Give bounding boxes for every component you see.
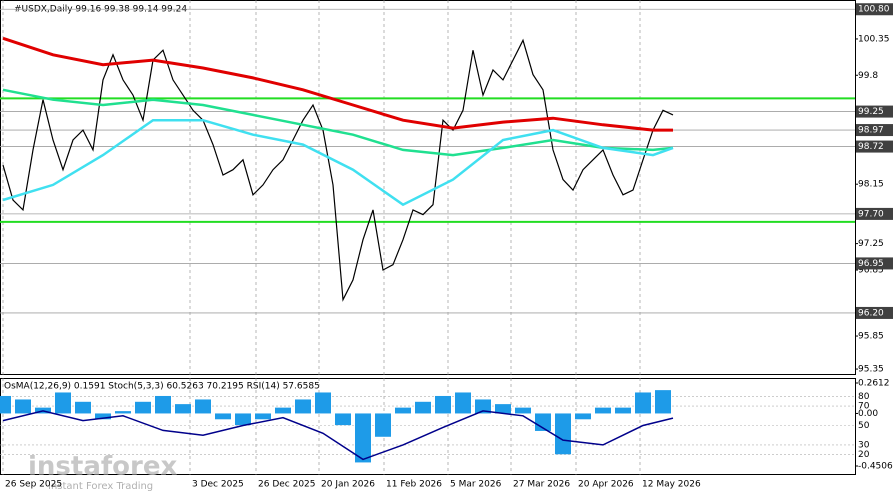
y2-tick-label: 30 xyxy=(858,440,870,450)
x-tick-label: 11 Feb 2026 xyxy=(386,480,442,490)
main-panel xyxy=(0,0,856,375)
level-label-bg xyxy=(856,124,893,137)
osma-bar xyxy=(595,407,611,414)
osma-bar xyxy=(615,407,631,414)
osma-bar xyxy=(275,407,291,414)
x-tick-label: 26 Dec 2025 xyxy=(258,480,316,490)
x-tick-label: 5 Mar 2026 xyxy=(450,480,502,490)
y-tick-label: 0.2612 xyxy=(858,379,890,389)
y2-tick-label: 80 xyxy=(858,392,870,402)
y-tick-label: 95.85 xyxy=(858,332,884,342)
series-line xyxy=(2,36,673,132)
osma-bar xyxy=(355,413,371,463)
level-label-bg xyxy=(856,306,893,319)
level-label-bg xyxy=(856,207,893,220)
osma-bar xyxy=(55,392,71,414)
series-line xyxy=(2,38,674,302)
y-tick-label: 95.35 xyxy=(858,365,884,375)
level-label: 97.70 xyxy=(858,209,884,219)
osma-bar xyxy=(215,413,231,420)
x-tick-label: 20 Jan 2026 xyxy=(321,480,375,490)
osma-bar xyxy=(175,404,191,414)
x-tick-label: 3 Dec 2025 xyxy=(192,480,244,490)
osma-bar xyxy=(75,401,91,414)
level-label: 96.20 xyxy=(858,308,884,318)
osma-bar xyxy=(375,413,391,437)
osma-bar xyxy=(235,413,251,426)
osma-bar xyxy=(115,411,131,414)
series-line xyxy=(2,118,674,207)
osma-bar xyxy=(455,392,471,414)
x-tick-label: 20 Apr 2026 xyxy=(578,480,634,490)
level-label-bg xyxy=(856,3,893,16)
x-tick-label: 12 May 2026 xyxy=(642,480,701,490)
osma-bar xyxy=(515,407,531,414)
osma-bar xyxy=(635,392,651,414)
y-tick-label: 99.8 xyxy=(858,71,878,81)
osma-bar xyxy=(0,395,11,414)
watermark-tagline: Instant Forex Trading xyxy=(48,481,153,492)
osma-bar xyxy=(335,413,351,426)
osma-bar xyxy=(155,395,171,414)
osma-bar xyxy=(555,413,571,455)
y-tick-label: 97.25 xyxy=(858,239,884,249)
osma-bar xyxy=(315,392,331,414)
watermark: instaforex xyxy=(28,452,178,482)
osma-bar xyxy=(255,413,271,420)
y-tick-label: 0.00 xyxy=(858,409,878,419)
osma-bar xyxy=(575,413,591,420)
osma-bar xyxy=(15,399,31,414)
osma-bar xyxy=(535,413,551,431)
level-label: 100.80 xyxy=(858,5,890,15)
level-label-bg xyxy=(856,105,893,118)
level-label: 99.25 xyxy=(858,107,884,117)
osma-bar xyxy=(495,404,511,414)
level-label-bg xyxy=(856,257,893,270)
osma-bar xyxy=(415,401,431,414)
osma-bar xyxy=(135,401,151,414)
osma-bar xyxy=(195,399,211,414)
osma-bar xyxy=(295,399,311,414)
oscillator-title: OsMA(12,26,9) 0.1591 Stoch(5,3,3) 60.526… xyxy=(4,382,320,392)
oscillator-panel xyxy=(0,378,856,475)
osma-bar xyxy=(95,413,111,420)
level-label: 96.95 xyxy=(858,259,884,269)
level-label: 98.72 xyxy=(858,142,884,152)
x-tick-label: 26 Sep 2025 xyxy=(5,480,62,490)
y2-tick-label: 50 xyxy=(858,421,870,431)
y-tick-label: 96.85 xyxy=(858,266,884,276)
y2-tick-label: 20 xyxy=(858,450,870,460)
y-tick-label: 100.35 xyxy=(858,34,890,44)
osma-bar xyxy=(655,390,671,414)
osma-bar xyxy=(475,399,491,414)
rsi-line xyxy=(2,410,674,461)
level-label-bg xyxy=(856,140,893,153)
osma-bar xyxy=(435,395,451,414)
y-tick-label: 98.15 xyxy=(858,180,884,190)
y2-tick-label: 70 xyxy=(858,402,870,412)
osma-bar xyxy=(395,407,411,414)
x-tick-label: 27 Mar 2026 xyxy=(513,480,570,490)
level-label: 98.97 xyxy=(858,126,884,136)
series-line xyxy=(2,88,674,157)
y-tick-label: -0.4506 xyxy=(858,462,893,472)
